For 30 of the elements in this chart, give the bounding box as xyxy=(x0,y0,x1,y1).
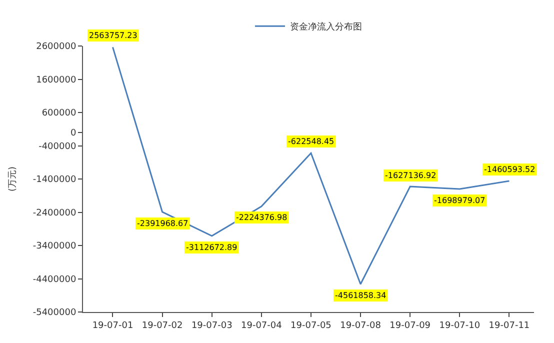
legend-label: 资金净流入分布图 xyxy=(290,22,362,33)
x-tick-label: 19-07-10 xyxy=(439,320,480,331)
x-tick-label: 19-07-03 xyxy=(191,320,232,331)
data-label: -3112672.89 xyxy=(186,243,238,252)
x-tick-label: 19-07-05 xyxy=(290,320,332,331)
data-label: -2391968.67 xyxy=(137,219,188,228)
y-tick-label: -4400000 xyxy=(32,274,76,285)
x-tick-label: 19-07-08 xyxy=(340,320,382,331)
x-tick-label: 19-07-11 xyxy=(488,320,530,331)
data-label: -622548.45 xyxy=(288,137,334,146)
data-label: -1627136.92 xyxy=(385,171,436,180)
y-tick-label: -400000 xyxy=(38,142,76,152)
data-label: -2224376.98 xyxy=(236,213,288,222)
y-tick-label: 1600000 xyxy=(36,75,76,86)
data-label: -4561858.34 xyxy=(335,291,386,300)
x-tick-label: 19-07-04 xyxy=(240,320,282,331)
y-tick-label: -3400000 xyxy=(32,242,76,252)
data-label: -1698979.07 xyxy=(434,196,486,205)
y-axis-title: (万元) xyxy=(7,166,18,192)
data-label: -1460593.52 xyxy=(484,165,536,174)
y-tick-label: -2400000 xyxy=(32,208,76,218)
x-tick-label: 19-07-09 xyxy=(390,320,431,331)
y-tick-label: 0 xyxy=(70,128,76,139)
y-tick-label: -1400000 xyxy=(32,175,76,186)
data-label: 2563757.23 xyxy=(89,31,138,40)
y-tick-label: 2600000 xyxy=(36,42,76,52)
y-tick-label: 600000 xyxy=(42,108,76,119)
y-tick-label: -5400000 xyxy=(32,308,76,318)
x-tick-label: 19-07-02 xyxy=(142,320,183,331)
x-tick-label: 19-07-01 xyxy=(92,320,134,331)
